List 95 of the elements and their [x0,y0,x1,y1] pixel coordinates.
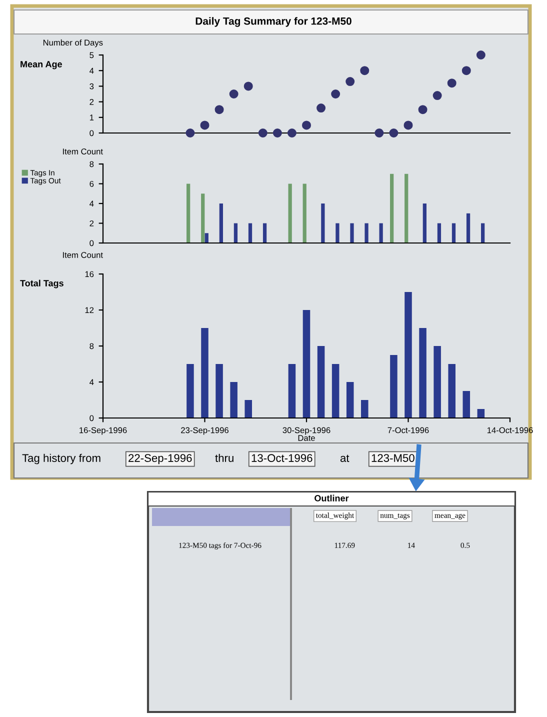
x-tick-label: 14-Oct-1996 [487,427,533,434]
bar [390,355,398,418]
bar [262,223,267,243]
point [374,128,384,138]
y-axis-title: Number of Days [43,39,103,48]
point [302,120,311,130]
x-tick-label: 23-Sep-1996 [181,427,228,435]
bar [201,328,208,418]
point [476,50,486,60]
bar [248,223,252,243]
bar [452,223,456,243]
y-tick-label: 12 [85,307,94,314]
bar [336,223,340,243]
point [316,104,326,113]
x-tick-label: 16-Sep-1996 [80,427,127,435]
y-tick-label: 8 [90,161,94,168]
y-tick-label: 2 [90,220,94,226]
text: Tag history from [22,454,100,464]
x-tick-label: 7-Oct-1996 [388,427,429,434]
text: Mean Age [20,61,62,70]
y-tick-label: 2 [90,99,94,105]
bar [462,391,470,418]
bar [404,292,412,418]
bar [302,310,310,418]
bar [186,364,194,418]
bar [448,364,456,418]
y-tick-label: 8 [90,343,94,350]
bar [317,346,325,418]
text: 22-Sep-1996 [128,454,192,464]
bar [419,328,426,418]
chart-title: Daily Tag Summary for 123-M50 [196,17,352,27]
point [331,90,340,98]
bar [201,194,205,243]
y-tick-label: 0 [90,415,94,422]
y-tick-label: 4 [90,379,94,386]
bar [350,223,354,243]
x-axis-title: Date [298,435,315,441]
point [258,128,268,138]
point [287,128,296,138]
bar [481,223,485,243]
point [229,90,238,98]
point [272,128,282,138]
y-tick-label: 3 [90,83,94,90]
text: Total Tags [20,280,64,288]
text: 123-M50 [372,454,414,462]
y-tick-label: 0 [90,240,94,246]
y-axis-title: Item Count [63,148,103,154]
y-tick-label: 4 [90,68,94,74]
bar [244,400,252,418]
text: Outliner [314,494,349,502]
point [200,120,210,130]
bar [332,364,340,418]
bar [422,204,426,243]
bar [219,204,223,243]
point [186,128,195,138]
bar [204,233,208,243]
bar [216,364,223,418]
text: thru [215,454,234,462]
point [244,82,253,91]
bar [302,184,306,243]
y-tick-label: 0 [90,130,94,136]
point [389,128,398,138]
bar [288,184,292,243]
bar [477,409,485,418]
text: at [340,454,350,462]
point [432,91,442,100]
y-tick-label: 5 [90,52,94,58]
bar [437,223,442,243]
point [462,66,471,76]
bar [466,213,470,243]
y-tick-label: 6 [90,180,94,187]
bar [234,223,238,243]
point [360,66,370,76]
y-tick-label: 1 [90,114,94,120]
bar [434,346,441,418]
x-tick-label: 30-Sep-1996 [282,427,330,435]
point [214,105,224,114]
bar [390,174,394,243]
bar [288,364,296,418]
point [418,105,428,114]
bar [361,400,368,418]
point [346,77,355,86]
y-axis-title: Item Count [63,252,103,258]
y-tick-label: 16 [85,271,94,278]
point [447,78,456,88]
bar [379,223,383,243]
bar [404,174,408,243]
bar [230,382,238,418]
text: 13-Oct-1996 [252,454,312,462]
bar [186,184,190,243]
bar [364,223,368,243]
point [404,120,413,130]
y-tick-label: 4 [90,200,94,207]
bar [321,204,325,243]
bar [346,382,354,418]
